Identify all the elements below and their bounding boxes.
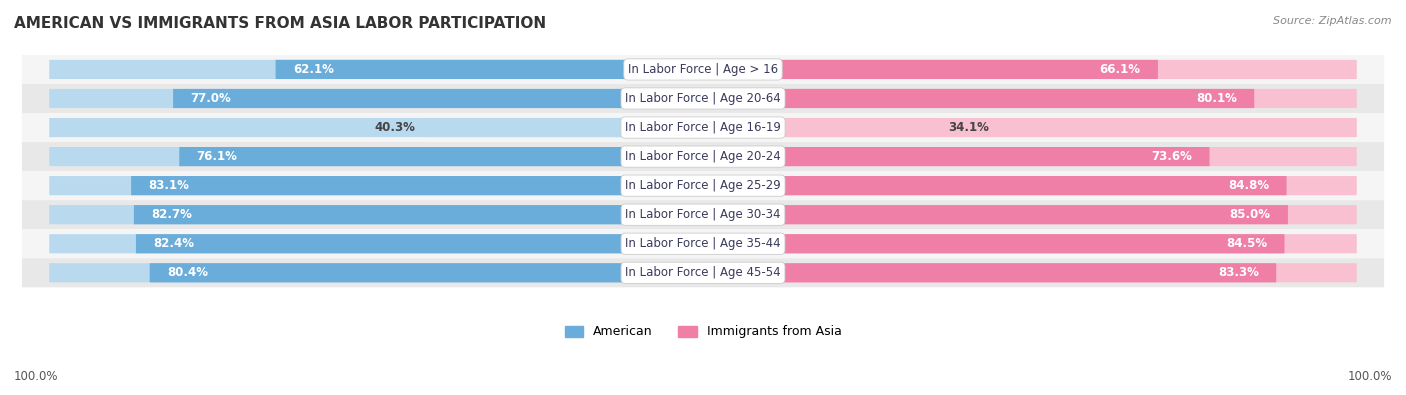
FancyBboxPatch shape — [703, 263, 1357, 282]
Text: 34.1%: 34.1% — [948, 121, 988, 134]
FancyBboxPatch shape — [49, 60, 703, 79]
Text: In Labor Force | Age 25-29: In Labor Force | Age 25-29 — [626, 179, 780, 192]
Text: 76.1%: 76.1% — [197, 150, 238, 163]
FancyBboxPatch shape — [134, 205, 703, 224]
FancyBboxPatch shape — [703, 60, 1357, 79]
Text: In Labor Force | Age 16-19: In Labor Force | Age 16-19 — [626, 121, 780, 134]
FancyBboxPatch shape — [426, 118, 703, 137]
Text: 84.8%: 84.8% — [1227, 179, 1270, 192]
FancyBboxPatch shape — [22, 55, 1384, 84]
Text: 83.3%: 83.3% — [1218, 266, 1258, 279]
Text: 85.0%: 85.0% — [1230, 208, 1271, 221]
FancyBboxPatch shape — [22, 84, 1384, 113]
FancyBboxPatch shape — [703, 234, 1285, 253]
FancyBboxPatch shape — [703, 176, 1357, 195]
FancyBboxPatch shape — [22, 113, 1384, 142]
FancyBboxPatch shape — [49, 147, 703, 166]
FancyBboxPatch shape — [22, 229, 1384, 258]
FancyBboxPatch shape — [49, 234, 703, 253]
FancyBboxPatch shape — [136, 234, 703, 253]
FancyBboxPatch shape — [703, 205, 1288, 224]
FancyBboxPatch shape — [276, 60, 703, 79]
Text: In Labor Force | Age 45-54: In Labor Force | Age 45-54 — [626, 266, 780, 279]
FancyBboxPatch shape — [22, 200, 1384, 229]
Text: 82.4%: 82.4% — [153, 237, 194, 250]
Text: 84.5%: 84.5% — [1226, 237, 1267, 250]
Text: Source: ZipAtlas.com: Source: ZipAtlas.com — [1274, 16, 1392, 26]
Text: In Labor Force | Age 20-64: In Labor Force | Age 20-64 — [626, 92, 780, 105]
FancyBboxPatch shape — [22, 171, 1384, 200]
FancyBboxPatch shape — [180, 147, 703, 166]
Text: 62.1%: 62.1% — [292, 63, 333, 76]
FancyBboxPatch shape — [703, 263, 1277, 282]
FancyBboxPatch shape — [131, 176, 703, 195]
Text: 73.6%: 73.6% — [1152, 150, 1192, 163]
Text: 66.1%: 66.1% — [1099, 63, 1140, 76]
Text: AMERICAN VS IMMIGRANTS FROM ASIA LABOR PARTICIPATION: AMERICAN VS IMMIGRANTS FROM ASIA LABOR P… — [14, 16, 546, 31]
FancyBboxPatch shape — [173, 89, 703, 108]
Text: 100.0%: 100.0% — [1347, 370, 1392, 383]
FancyBboxPatch shape — [703, 147, 1357, 166]
Text: In Labor Force | Age > 16: In Labor Force | Age > 16 — [628, 63, 778, 76]
FancyBboxPatch shape — [49, 205, 703, 224]
FancyBboxPatch shape — [703, 147, 1209, 166]
Text: 80.1%: 80.1% — [1197, 92, 1237, 105]
Text: In Labor Force | Age 35-44: In Labor Force | Age 35-44 — [626, 237, 780, 250]
FancyBboxPatch shape — [49, 263, 703, 282]
FancyBboxPatch shape — [703, 89, 1357, 108]
FancyBboxPatch shape — [703, 118, 1357, 137]
Text: 80.4%: 80.4% — [167, 266, 208, 279]
Legend: American, Immigrants from Asia: American, Immigrants from Asia — [564, 325, 842, 339]
FancyBboxPatch shape — [703, 89, 1254, 108]
Text: 77.0%: 77.0% — [190, 92, 231, 105]
FancyBboxPatch shape — [149, 263, 703, 282]
FancyBboxPatch shape — [703, 60, 1159, 79]
FancyBboxPatch shape — [22, 142, 1384, 171]
Text: 100.0%: 100.0% — [14, 370, 59, 383]
FancyBboxPatch shape — [703, 234, 1357, 253]
Text: In Labor Force | Age 20-24: In Labor Force | Age 20-24 — [626, 150, 780, 163]
FancyBboxPatch shape — [22, 258, 1384, 287]
FancyBboxPatch shape — [703, 118, 938, 137]
Text: 83.1%: 83.1% — [149, 179, 190, 192]
FancyBboxPatch shape — [703, 205, 1357, 224]
FancyBboxPatch shape — [49, 89, 703, 108]
Text: 82.7%: 82.7% — [152, 208, 193, 221]
Text: In Labor Force | Age 30-34: In Labor Force | Age 30-34 — [626, 208, 780, 221]
Text: 40.3%: 40.3% — [374, 121, 415, 134]
FancyBboxPatch shape — [703, 176, 1286, 195]
FancyBboxPatch shape — [49, 118, 703, 137]
FancyBboxPatch shape — [49, 176, 703, 195]
